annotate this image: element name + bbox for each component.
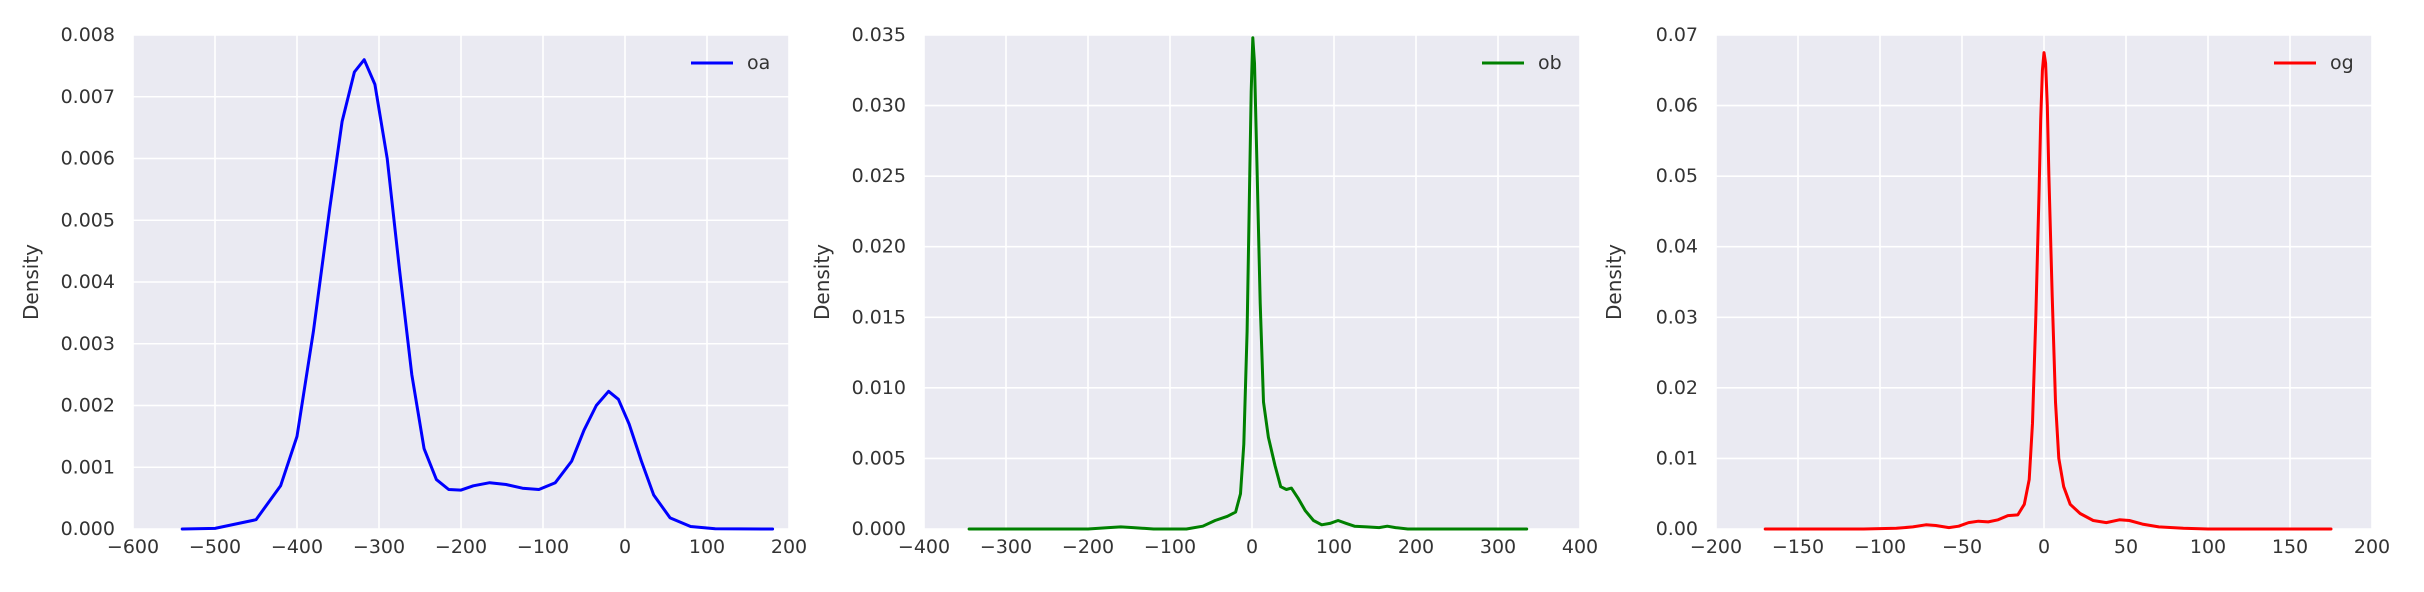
- y-tick-label: 0.00: [1656, 518, 1698, 540]
- y-tick-label: 0.003: [61, 333, 115, 355]
- x-tick-label: −400: [898, 536, 950, 558]
- x-tick-label: −100: [1144, 536, 1196, 558]
- x-tick-label: −50: [1942, 536, 1982, 558]
- x-tick-label: −200: [435, 536, 487, 558]
- x-tick-label: 0: [619, 536, 631, 558]
- legend-label: ob: [1538, 52, 1562, 74]
- y-tick-label: 0.015: [852, 306, 906, 328]
- y-tick-label: 0.006: [61, 148, 115, 170]
- x-tick-label: −300: [980, 536, 1032, 558]
- series-line-oa: [180, 58, 775, 531]
- x-tick-label: −400: [271, 536, 323, 558]
- y-tick-label: 0.004: [61, 271, 115, 293]
- x-tick-label: 0: [1246, 536, 1258, 558]
- chart-panel-1: −600 −500 −400 −300 −200 −100 0 100 200 0.000 0.00…: [19, 24, 807, 558]
- y-tick-label: 0.008: [61, 24, 115, 46]
- x-tick-label: −200: [1690, 536, 1742, 558]
- y-tick-label: 0.01: [1656, 447, 1698, 469]
- x-tick-label: 200: [771, 536, 807, 558]
- legend-label: og: [2330, 52, 2354, 74]
- x-tick-label: 150: [2272, 536, 2308, 558]
- x-tick-label: 300: [1480, 536, 1516, 558]
- x-tick-label: 50: [2114, 536, 2138, 558]
- y-tick-label: 0.035: [852, 24, 906, 46]
- y-tick-label: 0.03: [1656, 306, 1698, 328]
- y-axis-label: Density: [810, 244, 834, 320]
- x-tick-label: −150: [1772, 536, 1824, 558]
- chart-panel-2: −400 −300 −200 −100 0 100 200 300 400 0.000 0.005 0…: [810, 24, 1598, 558]
- y-tick-label: 0.007: [61, 86, 115, 108]
- y-tick-label: 0.02: [1656, 377, 1698, 399]
- x-tick-label: −200: [1062, 536, 1114, 558]
- x-tick-label: 0: [2038, 536, 2050, 558]
- series-line-ob: [967, 36, 1529, 531]
- y-tick-label: 0.05: [1656, 165, 1698, 187]
- y-tick-label: 0.07: [1656, 24, 1698, 46]
- x-tick-label: −300: [353, 536, 405, 558]
- x-tick-label: 100: [689, 536, 725, 558]
- y-tick-label: 0.030: [852, 95, 906, 117]
- y-tick-label: 0.010: [852, 377, 906, 399]
- x-tick-label: 100: [2190, 536, 2226, 558]
- y-tick-label: 0.000: [61, 518, 115, 540]
- y-axis-label: Density: [19, 244, 43, 320]
- chart-panel-3: −200 −150 −100 −50 0 50 100 150 200 0.00 0.01 0.02 0…: [1602, 24, 2390, 558]
- x-tick-label: −100: [1854, 536, 1906, 558]
- x-tick-label: 100: [1316, 536, 1352, 558]
- x-tick-label: 200: [2354, 536, 2390, 558]
- y-tick-label: 0.005: [61, 209, 115, 231]
- y-tick-label: 0.025: [852, 165, 906, 187]
- y-tick-label: 0.04: [1656, 236, 1698, 258]
- x-tick-label: −500: [189, 536, 241, 558]
- y-tick-label: 0.06: [1656, 95, 1698, 117]
- x-tick-label: −600: [107, 536, 159, 558]
- y-tick-label: 0.002: [61, 395, 115, 417]
- legend-label: oa: [747, 52, 770, 74]
- y-tick-label: 0.005: [852, 447, 906, 469]
- series-line-og: [1763, 51, 2333, 531]
- x-tick-label: 400: [1562, 536, 1598, 558]
- x-tick-label: 200: [1398, 536, 1434, 558]
- y-tick-label: 0.020: [852, 236, 906, 258]
- y-tick-label: 0.000: [852, 518, 906, 540]
- y-tick-label: 0.001: [61, 456, 115, 478]
- x-tick-label: −100: [517, 536, 569, 558]
- y-axis-label: Density: [1602, 244, 1626, 320]
